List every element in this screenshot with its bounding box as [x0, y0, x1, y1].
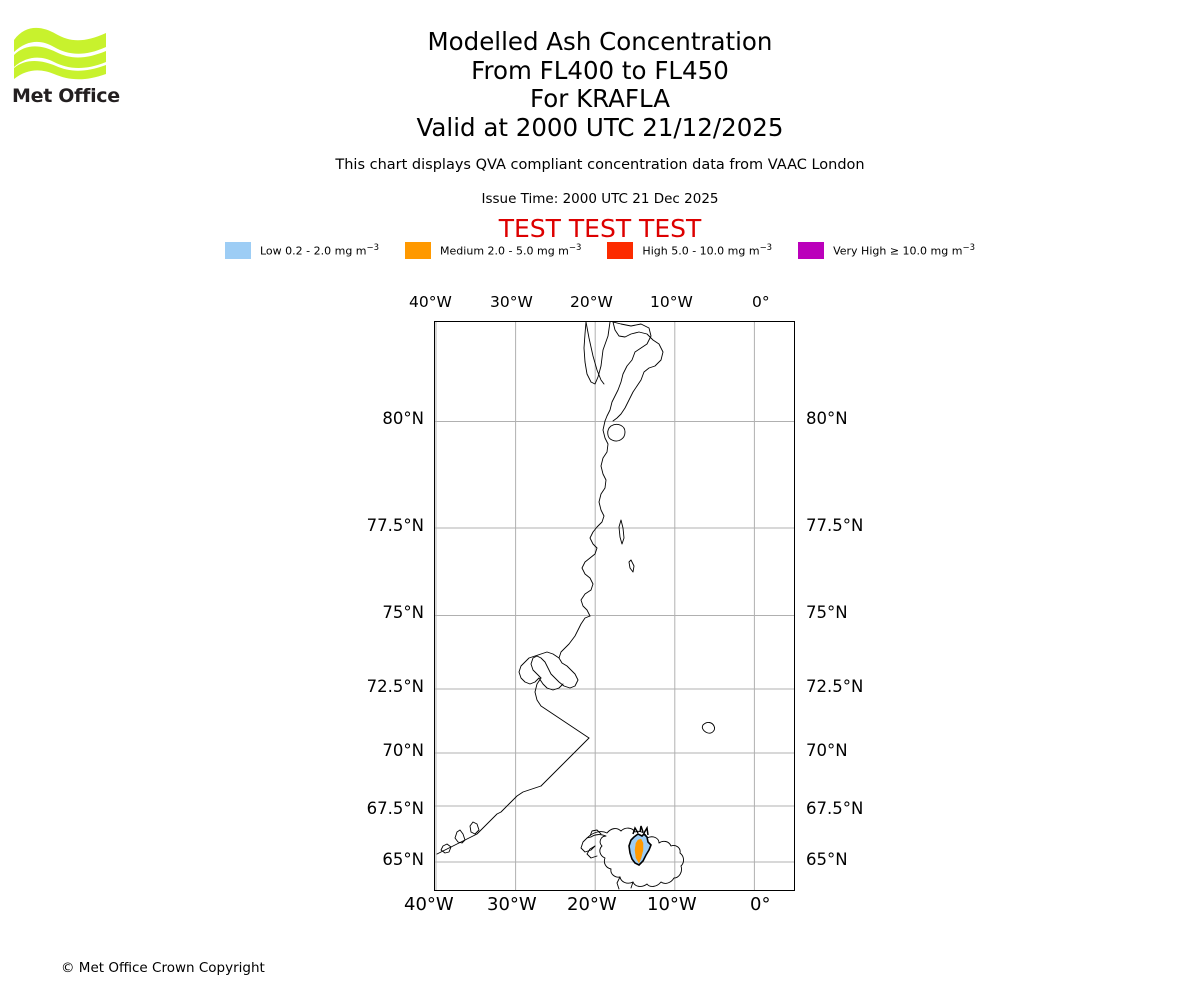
- lon-tick-top-40w: 40°W: [409, 293, 452, 311]
- lat-tick-left-75n: 75°N: [382, 603, 424, 622]
- lat-tick-left-70n: 70°N: [382, 741, 424, 760]
- lat-tick-left-675n: 67.5°N: [366, 799, 424, 818]
- lat-tick-right-70n: 70°N: [806, 741, 848, 760]
- legend-label-low: Low 0.2 - 2.0 mg m−3: [260, 243, 380, 258]
- lat-tick-left-775n: 77.5°N: [366, 516, 424, 535]
- ash-plume: [628, 825, 652, 866]
- legend-label-high: High 5.0 - 10.0 mg m−3: [642, 243, 773, 258]
- lon-tick-top-30w: 30°W: [490, 293, 533, 311]
- met-office-logo-text: Met Office: [12, 85, 120, 107]
- lat-tick-left-725n: 72.5°N: [366, 677, 424, 696]
- lat-tick-right-75n: 75°N: [806, 603, 848, 622]
- qva-note: This chart displays QVA compliant concen…: [335, 157, 865, 173]
- legend-item-very-high: Very High ≥ 10.0 mg m−3: [798, 242, 975, 259]
- lon-tick-bottom-40w: 40°W: [404, 894, 454, 915]
- met-office-wave-icon: [14, 27, 106, 80]
- ash-contour-medium: [634, 838, 644, 864]
- title-volcano: For KRAFLA: [530, 84, 670, 113]
- lat-tick-left-65n: 65°N: [382, 850, 424, 869]
- legend-item-low: Low 0.2 - 2.0 mg m−3: [225, 242, 379, 259]
- test-banner: TEST TEST TEST: [498, 214, 702, 243]
- lat-tick-right-775n: 77.5°N: [806, 516, 864, 535]
- lat-tick-right-675n: 67.5°N: [806, 799, 864, 818]
- legend-swatch-medium: [405, 242, 432, 259]
- lon-tick-bottom-10w: 10°W: [647, 894, 697, 915]
- map-gridlines: [435, 322, 794, 890]
- lat-tick-right-65n: 65°N: [806, 850, 848, 869]
- title-valid-time: Valid at 2000 UTC 21/12/2025: [416, 112, 784, 142]
- legend-item-high: High 5.0 - 10.0 mg m−3: [607, 242, 772, 259]
- copyright-notice: © Met Office Crown Copyright: [61, 960, 265, 976]
- legend-swatch-very-high: [798, 242, 825, 259]
- lon-tick-top-20w: 20°W: [570, 293, 613, 311]
- page-title: Modelled Ash Concentration: [427, 27, 773, 56]
- concentration-legend: Low 0.2 - 2.0 mg m−3 Medium 2.0 - 5.0 mg…: [0, 242, 1200, 259]
- map-canvas: [435, 322, 794, 890]
- issue-time: Issue Time: 2000 UTC 21 Dec 2025: [481, 191, 719, 207]
- ash-plume-spikes: [632, 825, 649, 836]
- lon-tick-bottom-30w: 30°W: [487, 894, 537, 915]
- chart-title-block: Modelled Ash Concentration From FL400 to…: [0, 27, 1200, 142]
- title-flight-levels: From FL400 to FL450: [471, 55, 729, 85]
- lon-tick-top-10w: 10°W: [650, 293, 693, 311]
- lat-tick-right-725n: 72.5°N: [806, 677, 864, 696]
- lon-tick-bottom-0: 0°: [750, 894, 771, 915]
- legend-item-medium: Medium 2.0 - 5.0 mg m−3: [405, 242, 581, 259]
- legend-label-very-high: Very High ≥ 10.0 mg m−3: [833, 243, 975, 258]
- met-office-logo: Met Office: [12, 22, 132, 107]
- map-plot-area[interactable]: [434, 321, 795, 891]
- lon-tick-top-0: 0°: [752, 293, 770, 311]
- legend-label-medium: Medium 2.0 - 5.0 mg m−3: [440, 243, 582, 258]
- lat-tick-left-80n: 80°N: [382, 409, 424, 428]
- legend-swatch-high: [607, 242, 634, 259]
- lon-tick-bottom-20w: 20°W: [567, 894, 617, 915]
- lat-tick-right-80n: 80°N: [806, 409, 848, 428]
- coastlines: [436, 322, 715, 890]
- legend-swatch-low: [225, 242, 251, 259]
